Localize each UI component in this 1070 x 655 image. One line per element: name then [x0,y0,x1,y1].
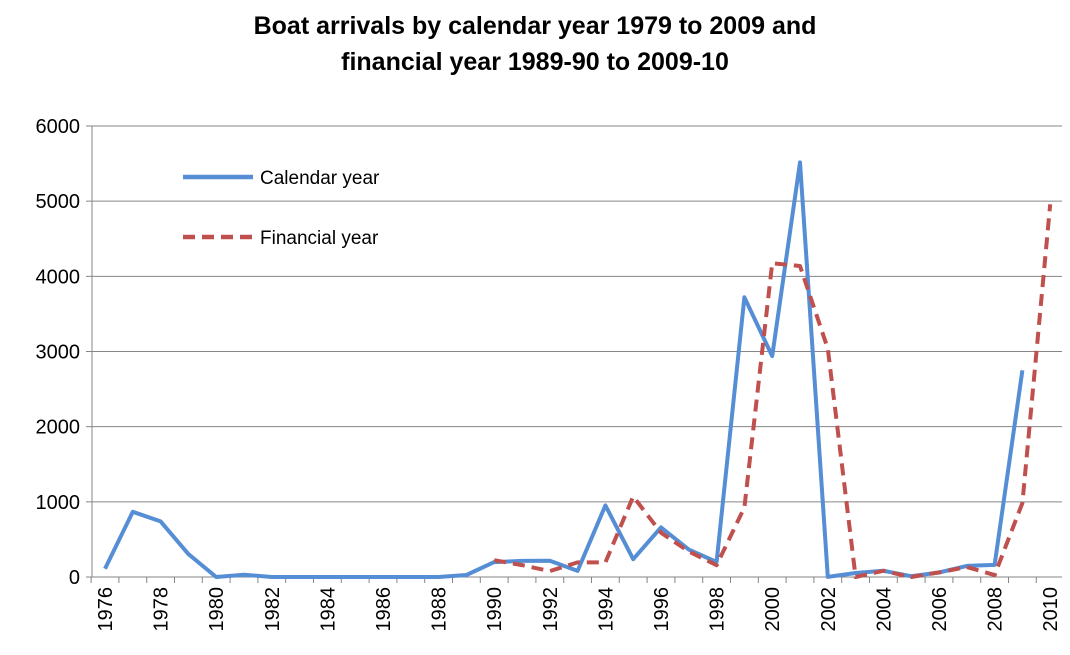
x-tick-label: 1988 [429,587,451,632]
y-tick-label: 5000 [36,191,81,213]
chart-title-line-2: financial year 1989-90 to 2009-10 [341,48,729,76]
x-tick-label: 2010 [1040,587,1062,632]
x-tick-label: 1996 [651,587,673,632]
x-tick-label: 2008 [985,587,1007,632]
legend-label-financial-year: Financial year [260,228,379,249]
x-tick-label: 1990 [484,587,506,632]
y-tick-label: 4000 [36,266,81,288]
x-tick-label: 2002 [818,587,840,632]
y-tick-label: 1000 [36,492,81,514]
series-line-calendar-year [103,160,1025,579]
chart-title-line-1: Boat arrivals by calendar year 1979 to 2… [253,12,817,40]
legend-label-calendar-year: Calendar year [260,168,380,189]
x-tick-label: 1982 [262,587,284,632]
series-line-financial-year [493,204,1053,579]
y-tick-label: 0 [69,567,80,589]
x-tick-label: 1998 [707,587,729,632]
y-tick-label: 6000 [36,116,81,138]
x-tick-label: 1980 [206,587,228,632]
x-tick-label: 1994 [595,587,617,632]
legend: Calendar year Financial year [183,168,380,249]
y-tick-label: 3000 [36,342,81,364]
x-tick-label: 2004 [873,587,895,632]
x-tick-label: 1978 [151,587,173,632]
gridlines [92,125,1062,503]
x-tick-label: 1984 [317,587,339,632]
x-tick-label: 2000 [762,587,784,632]
x-tick-label: 2006 [929,587,951,632]
series-lines [103,160,1053,579]
x-tick-label: 1986 [373,587,395,632]
x-tick-label: 1976 [95,587,117,632]
y-tick-label: 2000 [36,417,81,439]
x-tick-label: 1992 [540,587,562,632]
